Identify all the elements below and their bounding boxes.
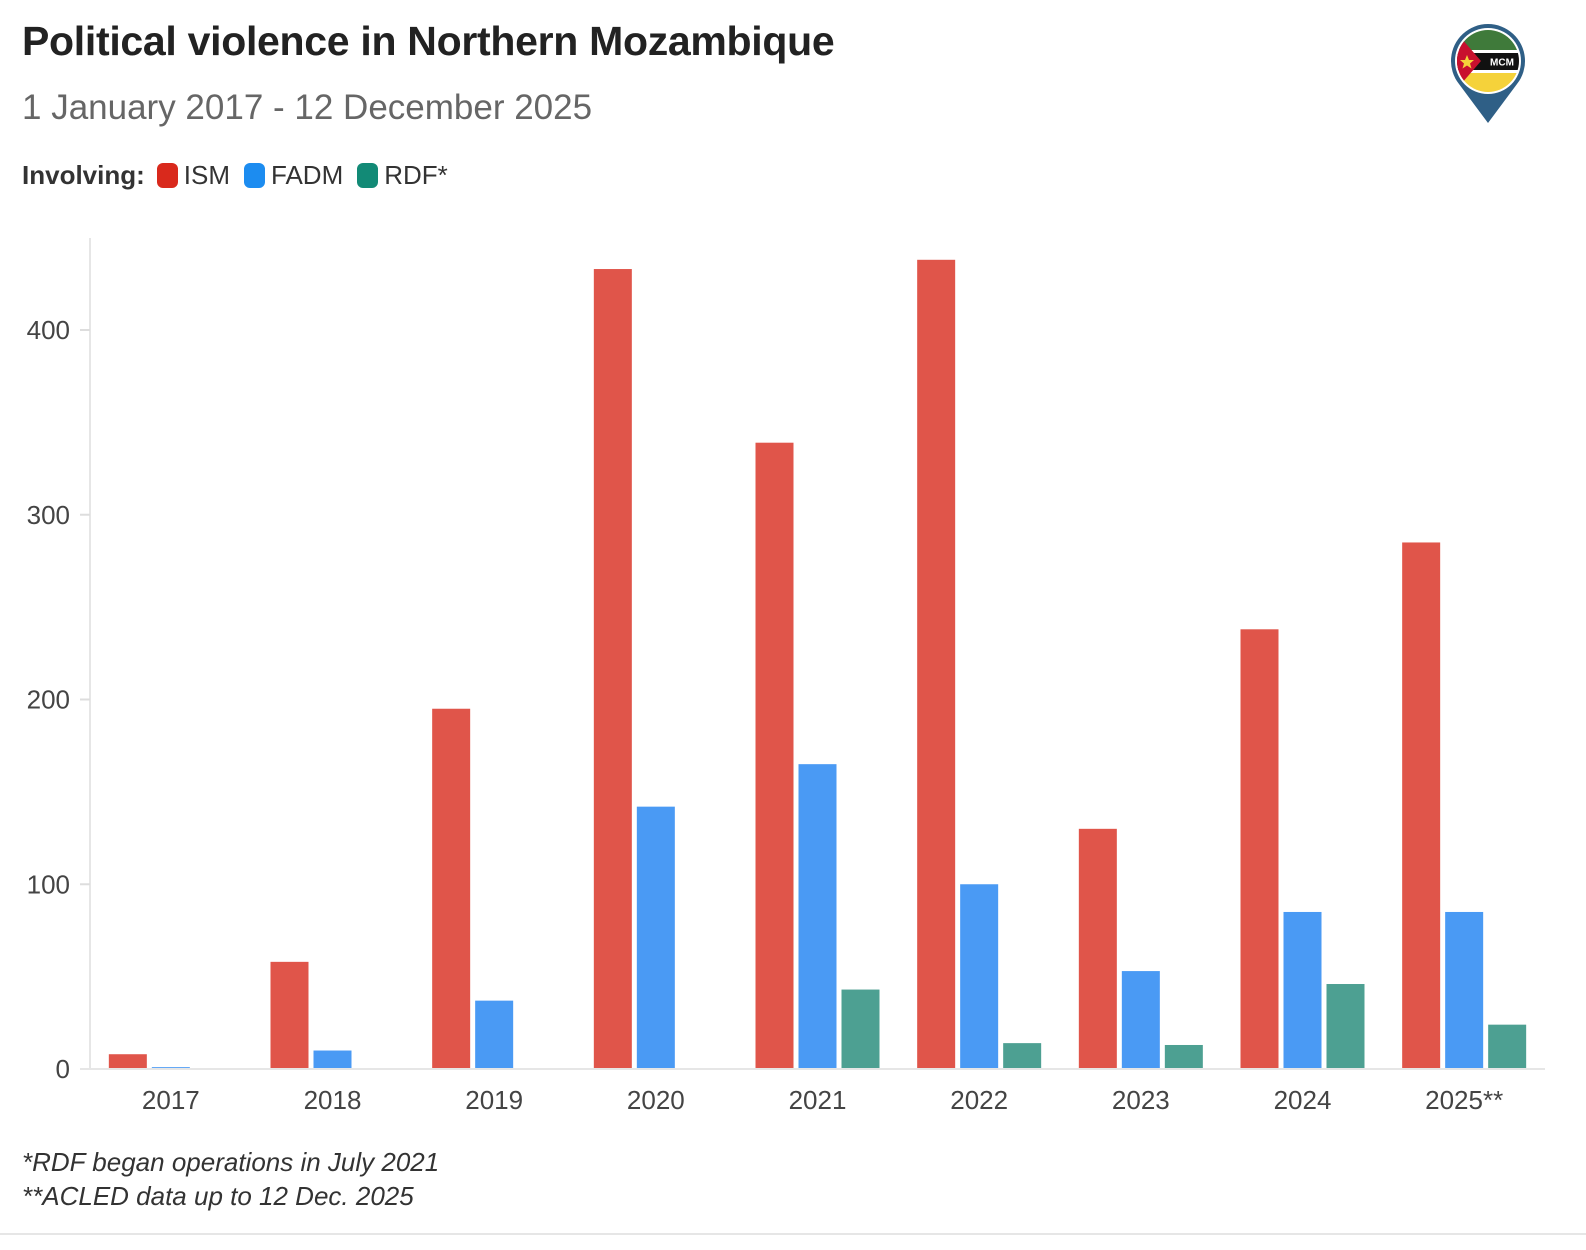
bar-fadm-2024[interactable] — [1283, 911, 1322, 1069]
chart-subtitle: 1 January 2017 - 12 December 2025 — [22, 88, 593, 127]
y-tick-label: 300 — [27, 500, 70, 530]
bars-layer — [108, 259, 1527, 1070]
x-tick-label: 2025** — [1425, 1085, 1503, 1115]
logo-text: MCM — [1490, 58, 1514, 69]
bar-rdf-2025[interactable] — [1488, 1024, 1527, 1069]
legend-label-rdf: RDF* — [384, 160, 448, 190]
legend-title: Involving: — [22, 160, 145, 190]
x-tick-label: 2023 — [1112, 1085, 1170, 1115]
y-tick-label: 200 — [27, 685, 70, 715]
chart-title: Political violence in Northern Mozambiqu… — [22, 18, 835, 64]
bar-ism-2025[interactable] — [1402, 542, 1441, 1069]
bar-ism-2024[interactable] — [1240, 629, 1279, 1069]
bar-rdf-2021[interactable] — [841, 989, 880, 1069]
bar-ism-2017[interactable] — [108, 1054, 147, 1069]
x-tick-label: 2021 — [789, 1085, 847, 1115]
bar-ism-2023[interactable] — [1078, 828, 1117, 1069]
y-tick-label: 100 — [27, 869, 70, 899]
bar-fadm-2021[interactable] — [798, 764, 837, 1069]
bar-ism-2018[interactable] — [270, 961, 309, 1069]
x-tick-label: 2020 — [627, 1085, 685, 1115]
bottom-divider — [0, 1233, 1586, 1235]
bar-ism-2022[interactable] — [917, 259, 956, 1069]
legend-item-ism[interactable]: ISM — [156, 160, 231, 191]
legend-item-rdf[interactable]: RDF* — [357, 160, 448, 191]
legend-swatch-fadm — [244, 163, 266, 188]
legend-swatch-rdf — [357, 163, 379, 188]
bar-rdf-2022[interactable] — [1003, 1043, 1042, 1069]
bar-ism-2020[interactable] — [593, 269, 632, 1070]
bar-fadm-2025[interactable] — [1445, 911, 1484, 1069]
y-axis: 0 100 200 300 400 — [27, 238, 91, 1084]
bar-fadm-2020[interactable] — [636, 806, 675, 1069]
bar-fadm-2022[interactable] — [960, 884, 999, 1069]
x-tick-label: 2022 — [950, 1085, 1008, 1115]
footnote-rdf: *RDF began operations in July 2021 — [22, 1147, 440, 1177]
y-tick-label: 0 — [56, 1054, 70, 1084]
legend-label-ism: ISM — [183, 160, 231, 190]
bar-fadm-2018[interactable] — [313, 1050, 352, 1069]
bar-ism-2019[interactable] — [432, 708, 471, 1069]
legend-swatch-ism — [156, 163, 178, 188]
x-tick-label: 2024 — [1274, 1085, 1332, 1115]
legend-item-fadm[interactable]: FADM — [244, 160, 343, 191]
bar-rdf-2023[interactable] — [1164, 1044, 1203, 1069]
footnote-acled: **ACLED data up to 12 Dec. 2025 — [22, 1181, 414, 1211]
bar-fadm-2023[interactable] — [1121, 971, 1160, 1069]
x-axis: 2017 2018 2019 2020 2021 2022 2023 2024 2025** — [80, 1068, 1545, 1115]
x-tick-label: 2019 — [465, 1085, 523, 1115]
bar-ism-2021[interactable] — [755, 442, 794, 1069]
x-tick-label: 2017 — [142, 1085, 200, 1115]
legend: Involving: ISM FADM RDF* — [22, 160, 462, 191]
y-tick-label: 400 — [27, 315, 70, 345]
mcm-logo-icon: MCM — [1451, 24, 1525, 123]
bar-fadm-2019[interactable] — [475, 1000, 514, 1069]
x-tick-label: 2018 — [304, 1085, 362, 1115]
footnotes: *RDF began operations in July 2021 **ACL… — [22, 1145, 439, 1213]
bar-rdf-2024[interactable] — [1326, 984, 1365, 1069]
legend-label-fadm: FADM — [271, 160, 344, 190]
